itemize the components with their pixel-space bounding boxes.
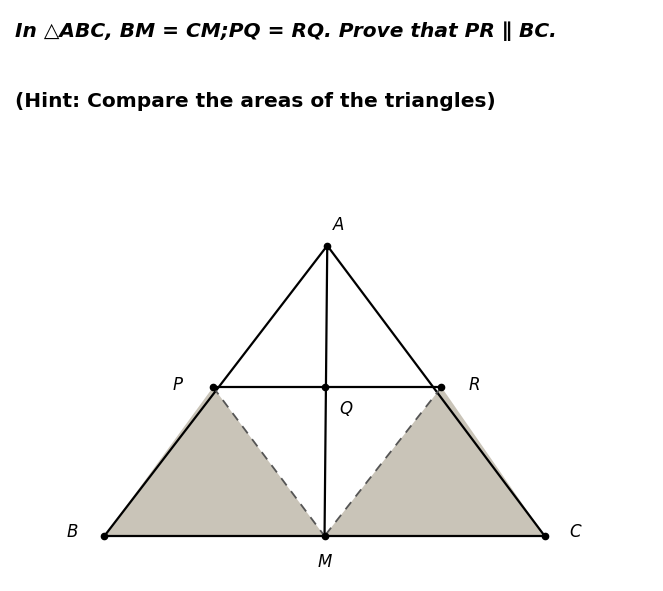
Text: Q: Q (339, 401, 353, 418)
Polygon shape (325, 387, 545, 536)
Text: P: P (173, 376, 183, 394)
Text: B: B (66, 523, 78, 541)
Text: (Hint: Compare the areas of the triangles): (Hint: Compare the areas of the triangle… (15, 92, 495, 111)
Text: C: C (569, 523, 580, 541)
Text: A: A (332, 216, 344, 235)
Text: M: M (318, 553, 332, 571)
Polygon shape (104, 387, 325, 536)
Text: In △ABC, BM = CM;PQ = RQ. Prove that PR ∥ BC.: In △ABC, BM = CM;PQ = RQ. Prove that PR … (15, 21, 556, 41)
Text: R: R (468, 376, 480, 394)
